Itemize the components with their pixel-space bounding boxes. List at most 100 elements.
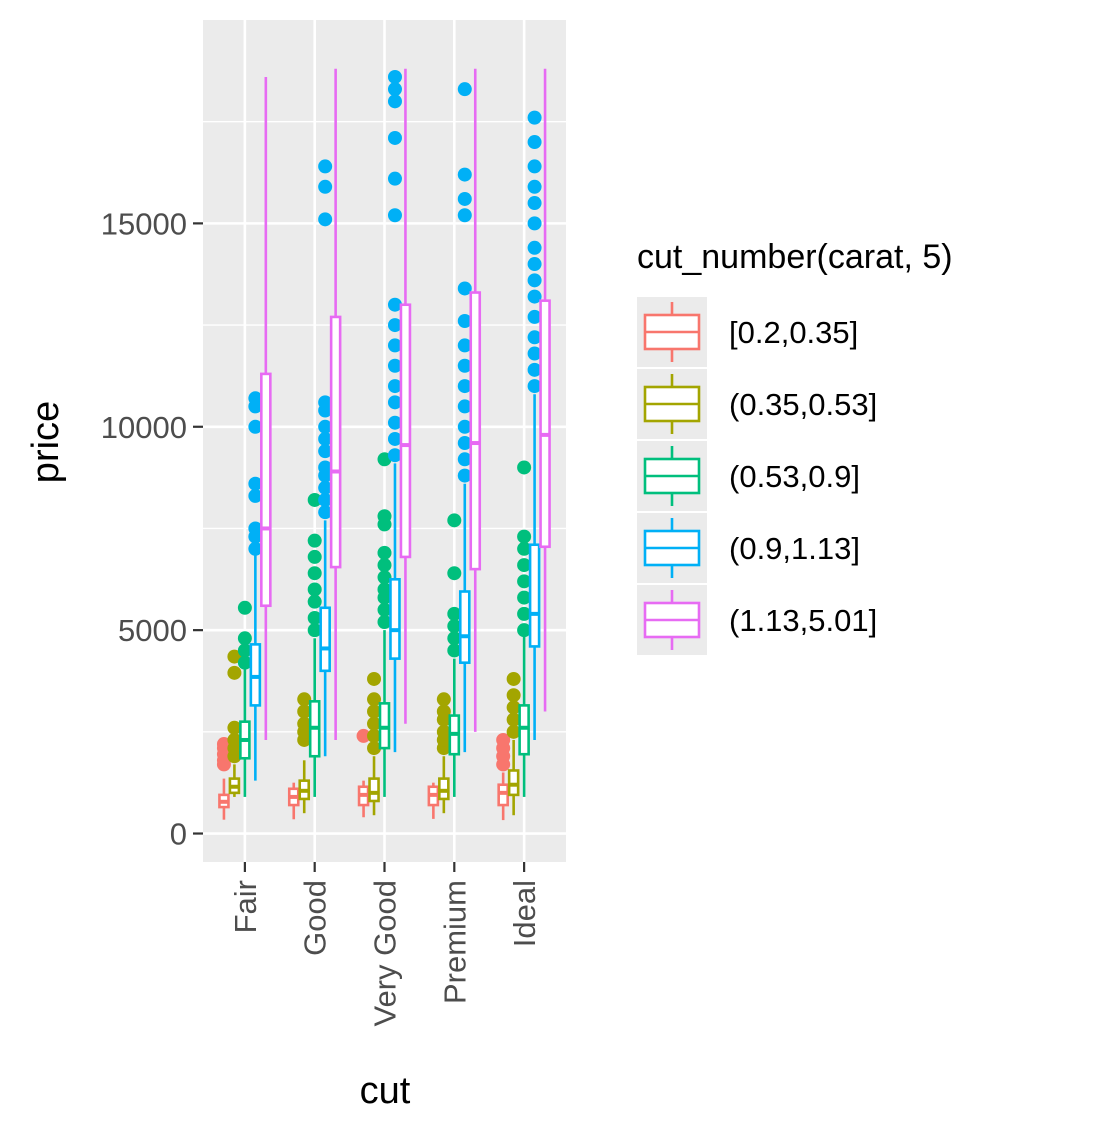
outlier-point xyxy=(307,594,322,609)
box-1-1 xyxy=(297,692,312,814)
y-tick-label: 10000 xyxy=(101,410,187,445)
box-1-4 xyxy=(329,68,342,740)
outlier-point xyxy=(447,643,462,658)
outlier-point xyxy=(436,724,451,739)
box-body xyxy=(539,299,551,549)
outlier-point xyxy=(237,600,252,615)
outlier-point xyxy=(227,649,242,664)
outlier-point xyxy=(517,541,532,556)
outlier-point xyxy=(457,379,472,394)
outlier-point xyxy=(387,171,402,186)
outlier-point xyxy=(506,712,521,727)
box-2-0 xyxy=(356,728,371,818)
outlier-point xyxy=(227,720,242,735)
outlier-point xyxy=(387,94,402,109)
outlier-point xyxy=(527,216,542,231)
outlier-point xyxy=(457,191,472,206)
box-body xyxy=(528,543,541,648)
outlier-point xyxy=(387,82,402,97)
outlier-point xyxy=(447,631,462,646)
outlier-point xyxy=(387,297,402,312)
outlier-point xyxy=(377,558,392,573)
box-3-1 xyxy=(436,692,451,814)
outlier-point xyxy=(237,631,252,646)
box-2-2 xyxy=(377,452,392,797)
outlier-point xyxy=(457,452,472,467)
outlier-point xyxy=(377,509,392,524)
outlier-point xyxy=(506,688,521,703)
box-body xyxy=(507,769,520,797)
outlier-point xyxy=(506,724,521,739)
outlier-point xyxy=(517,460,532,475)
box-3-4 xyxy=(469,68,482,732)
outlier-point xyxy=(307,549,322,564)
outlier-point xyxy=(367,704,382,719)
box-0-1 xyxy=(227,649,242,797)
outlier-point xyxy=(517,529,532,544)
outlier-point xyxy=(457,208,472,223)
box-body xyxy=(319,606,331,673)
box-body xyxy=(399,303,412,559)
outlier-point xyxy=(367,716,382,731)
outlier-point xyxy=(318,492,333,507)
legend-label: (0.9,1.13] xyxy=(729,531,860,566)
outlier-point xyxy=(517,606,532,621)
box-body xyxy=(368,777,380,803)
outlier-point xyxy=(297,692,312,707)
outlier-point xyxy=(318,212,333,227)
x-tick-label: Premium xyxy=(437,880,472,1004)
outlier-point xyxy=(248,541,263,556)
box-3-0 xyxy=(427,782,440,819)
outlier-point xyxy=(387,338,402,353)
outlier-point xyxy=(387,395,402,410)
outlier-point xyxy=(436,692,451,707)
legend: cut_number(carat, 5) [0.2,0.35] (0.35,0.5… xyxy=(637,238,953,655)
box-0-4 xyxy=(260,76,272,740)
outlier-point xyxy=(517,623,532,638)
outlier-point xyxy=(297,716,312,731)
box-0-3 xyxy=(248,391,263,781)
x-tick-label: Ideal xyxy=(507,880,542,947)
box-body xyxy=(518,704,530,756)
box-3-2 xyxy=(447,513,462,797)
outlier-point xyxy=(527,309,542,324)
legend-title: cut_number(carat, 5) xyxy=(637,238,953,276)
outlier-point xyxy=(318,179,333,194)
box-body xyxy=(497,783,509,807)
outlier-point xyxy=(457,314,472,329)
box-1-0 xyxy=(287,782,300,820)
outlier-point xyxy=(387,448,402,463)
box-1-3 xyxy=(318,159,333,757)
box-0-2 xyxy=(237,600,252,797)
outlier-point xyxy=(318,395,333,410)
outlier-point xyxy=(227,732,242,747)
box-3-3 xyxy=(457,82,472,753)
outlier-point xyxy=(387,318,402,333)
outlier-point xyxy=(237,655,252,670)
y-tick-label: 5000 xyxy=(118,613,187,648)
outlier-point xyxy=(377,570,392,585)
outlier-point xyxy=(237,643,252,658)
x-tick-label: Very Good xyxy=(368,880,403,1026)
outlier-point xyxy=(527,240,542,255)
box-2-4 xyxy=(399,68,412,724)
legend-item: (0.9,1.13] xyxy=(637,513,860,583)
box-body xyxy=(260,372,272,608)
outlier-point xyxy=(318,444,333,459)
x-tick-label: Fair xyxy=(228,880,263,933)
box-body xyxy=(438,777,450,801)
outlier-point xyxy=(517,574,532,589)
outlier-point xyxy=(527,196,542,211)
outlier-point xyxy=(527,273,542,288)
outlier-point xyxy=(387,415,402,430)
outlier-point xyxy=(318,159,333,174)
box-body xyxy=(458,590,471,664)
outlier-point xyxy=(387,69,402,84)
y-tick-label: 0 xyxy=(170,817,187,852)
outlier-point xyxy=(527,330,542,345)
outlier-point xyxy=(436,704,451,719)
outlier-point xyxy=(248,419,263,434)
legend-label: [0.2,0.35] xyxy=(729,315,858,350)
outlier-point xyxy=(356,728,371,743)
box-4-0 xyxy=(496,732,511,821)
